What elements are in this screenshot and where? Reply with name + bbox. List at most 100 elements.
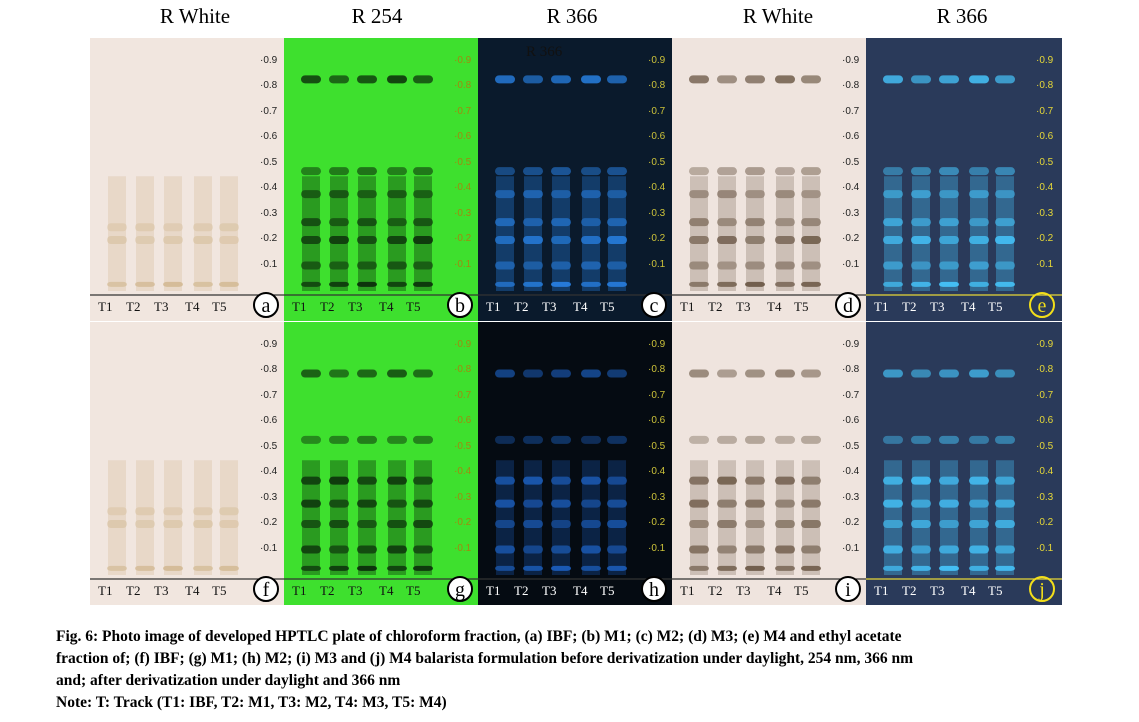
- rf-tick-label: ·0.9: [260, 54, 278, 66]
- tlc-plate-c: ·0.9 ·0.8 ·0.7 ·0.6 ·0.5 ·0.4 ·0.3 ·0.2 ·0.1 R 36…: [478, 38, 674, 321]
- tlc-band: [413, 261, 433, 270]
- rf-tick-label: ·0.8: [1036, 364, 1054, 375]
- rf-tick-label: ·0.6: [648, 415, 666, 426]
- rf-tick-label: ·0.5: [454, 440, 472, 452]
- tlc-band: [939, 75, 959, 84]
- tlc-band: [995, 499, 1015, 508]
- tlc-band: [607, 476, 627, 485]
- rf-tick-label: ·0.7: [454, 389, 472, 401]
- track-label: T3: [930, 583, 945, 598]
- track-label: T2: [902, 299, 917, 314]
- tlc-band: [301, 218, 321, 227]
- tlc-band: [551, 565, 571, 571]
- rf-tick-label: ·0.8: [842, 80, 860, 91]
- tlc-band: [329, 565, 349, 571]
- tlc-band: [883, 281, 903, 287]
- rf-tick-label: ·0.4: [842, 466, 860, 477]
- tlc-band: [995, 75, 1015, 84]
- tlc-band: [775, 218, 795, 227]
- tlc-band: [939, 261, 959, 270]
- plate-bands: [284, 75, 480, 296]
- tlc-band: [689, 75, 709, 84]
- tlc-band: [413, 281, 433, 287]
- track-label: T5: [988, 299, 1003, 314]
- tlc-band: [329, 476, 349, 485]
- tlc-band: [357, 218, 377, 227]
- plate-bands: [672, 369, 868, 580]
- rf-tick-label: ·0.8: [454, 364, 472, 375]
- tlc-band: [413, 545, 433, 554]
- rf-tick-label: ·0.8: [260, 80, 278, 91]
- rf-tick-label: ·0.5: [842, 440, 860, 452]
- rf-tick-label: ·0.7: [1036, 389, 1054, 401]
- tlc-band: [219, 223, 239, 232]
- tlc-band: [581, 499, 601, 508]
- tlc-band: [357, 281, 377, 287]
- tlc-band: [135, 223, 155, 232]
- tlc-band: [801, 369, 821, 378]
- rf-tick-label: ·0.5: [1036, 156, 1054, 168]
- rf-tick-label: ·0.1: [842, 258, 860, 270]
- rf-tick-label: ·0.3: [454, 207, 472, 219]
- tlc-band: [911, 435, 931, 444]
- tlc-band: [193, 281, 213, 287]
- tlc-band: [523, 218, 543, 227]
- tlc-band: [689, 435, 709, 444]
- rf-tick-label: ·0.3: [260, 207, 278, 219]
- tlc-band: [969, 281, 989, 287]
- tlc-band: [717, 565, 737, 571]
- track-label: T2: [126, 299, 141, 314]
- tlc-band: [745, 281, 765, 287]
- tlc-band: [995, 167, 1015, 176]
- tlc-band: [775, 190, 795, 199]
- tlc-band: [193, 565, 213, 571]
- rf-tick-label: ·0.5: [648, 156, 666, 168]
- tlc-band: [607, 369, 627, 378]
- tlc-band: [135, 565, 155, 571]
- rf-tick-label: ·0.9: [648, 338, 666, 350]
- tlc-band: [775, 261, 795, 270]
- tlc-band: [801, 499, 821, 508]
- tlc-band: [883, 369, 903, 378]
- tlc-band: [775, 236, 795, 244]
- panel-label: f: [253, 576, 279, 602]
- rf-tick-label: ·0.2: [648, 233, 666, 244]
- tlc-band: [745, 218, 765, 227]
- rf-tick-label: ·0.6: [648, 131, 666, 142]
- tlc-band: [939, 218, 959, 227]
- track-label: T2: [320, 299, 335, 314]
- tlc-band: [329, 545, 349, 554]
- tlc-band: [883, 236, 903, 244]
- tlc-band: [775, 499, 795, 508]
- tlc-band: [413, 190, 433, 199]
- tlc-band: [329, 281, 349, 287]
- tlc-band: [523, 75, 543, 84]
- tlc-band: [495, 565, 515, 571]
- tlc-band: [523, 499, 543, 508]
- rf-tick-label: ·0.4: [1036, 182, 1054, 193]
- tlc-band: [219, 236, 239, 244]
- rf-tick-label: ·0.6: [842, 131, 860, 142]
- tlc-band: [995, 281, 1015, 287]
- tlc-band: [745, 520, 765, 528]
- tlc-band: [523, 190, 543, 199]
- column-header: R 366: [936, 4, 988, 28]
- tlc-band: [495, 236, 515, 244]
- tlc-band: [969, 520, 989, 528]
- tlc-band: [801, 565, 821, 571]
- track-label: T5: [794, 583, 809, 598]
- tlc-band: [387, 167, 407, 176]
- track-smear: [164, 460, 182, 575]
- track-label: T2: [514, 299, 529, 314]
- rf-tick-label: ·0.5: [1036, 440, 1054, 452]
- tlc-band: [551, 520, 571, 528]
- tlc-band: [801, 236, 821, 244]
- tlc-band: [995, 435, 1015, 444]
- rf-tick-label: ·0.7: [1036, 105, 1054, 117]
- track-label: T5: [406, 583, 421, 598]
- rf-tick-label: ·0.9: [648, 54, 666, 66]
- tlc-band: [689, 236, 709, 244]
- rf-tick-label: ·0.8: [454, 80, 472, 91]
- tlc-band: [581, 167, 601, 176]
- tlc-band: [911, 369, 931, 378]
